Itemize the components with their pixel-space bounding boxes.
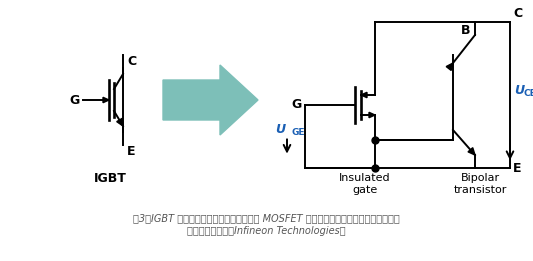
Polygon shape [163,65,258,135]
Text: 图3：IGBT 的概念结构展示了构成绝缘栅的 MOSFET 和作为功率处理部分的双极晶体管结: 图3：IGBT 的概念结构展示了构成绝缘栅的 MOSFET 和作为功率处理部分的… [133,213,399,223]
Text: G: G [292,98,302,111]
Text: C: C [127,55,136,68]
Text: 构。（图片来源：Infineon Technologies）: 构。（图片来源：Infineon Technologies） [187,226,345,236]
Text: E: E [127,145,135,158]
Text: U: U [514,84,524,97]
Text: E: E [513,162,521,175]
Polygon shape [369,112,375,118]
Text: G: G [70,93,80,106]
Text: U: U [275,123,285,136]
Text: Bipolar
transistor: Bipolar transistor [453,173,507,195]
Text: Insulated
gate: Insulated gate [339,173,391,195]
Polygon shape [446,63,453,70]
Text: IGBT: IGBT [94,172,126,185]
Polygon shape [468,148,475,155]
Polygon shape [361,92,367,98]
Polygon shape [117,118,123,126]
Text: CE: CE [524,88,533,98]
Text: C: C [513,7,522,20]
Text: GE: GE [292,128,305,137]
Text: B: B [461,24,470,37]
Polygon shape [103,97,109,103]
